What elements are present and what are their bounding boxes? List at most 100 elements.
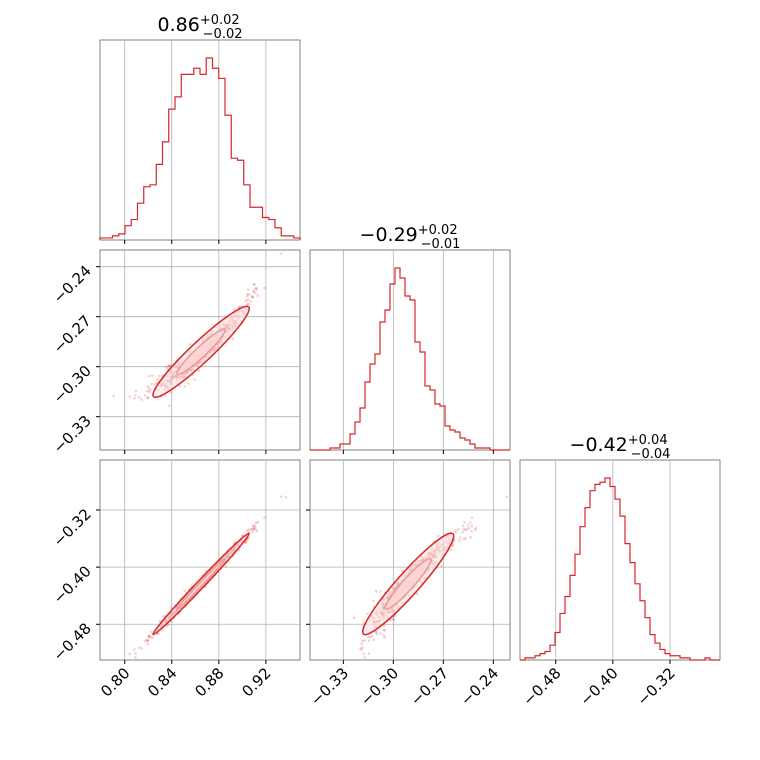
sample-point	[168, 364, 171, 368]
sample-point	[246, 288, 250, 291]
sample-point	[367, 639, 371, 643]
sample-point	[279, 252, 283, 255]
sample-point	[144, 394, 147, 397]
sample-point	[224, 565, 227, 568]
sample-point	[361, 639, 364, 643]
sample-point	[263, 516, 266, 519]
tick-label-x: −0.33	[307, 664, 352, 709]
tick-label-y: −0.32	[50, 505, 95, 550]
contour-level	[152, 532, 251, 636]
sample-point	[253, 526, 256, 530]
sample-point	[162, 615, 165, 618]
contour-level	[361, 532, 455, 636]
sample-point	[168, 404, 171, 408]
tick-label-x: 0.92	[238, 664, 274, 700]
title-minus: −0.01	[421, 237, 461, 252]
sample-point	[449, 548, 453, 551]
sample-point	[469, 521, 472, 525]
title-median: 0.86	[158, 14, 200, 36]
sample-point	[161, 628, 164, 632]
sample-point	[462, 528, 466, 531]
sample-point	[379, 632, 382, 635]
tick-label-x: −0.48	[519, 664, 564, 709]
sample-point	[128, 652, 131, 656]
sample-point	[363, 656, 367, 659]
sample-point	[193, 378, 196, 381]
sample-point	[470, 516, 474, 519]
sample-point	[137, 646, 141, 649]
sample-point	[246, 294, 249, 298]
sample-point	[461, 530, 465, 534]
sample-point	[457, 528, 460, 531]
panel-2d-2-1: −0.33 −0.30 −0.27 −0.24	[306, 459, 511, 709]
tick-label-y: −0.33	[50, 412, 95, 457]
sample-point	[134, 652, 138, 655]
tick-label-x: −0.24	[457, 664, 502, 709]
sample-point	[246, 298, 250, 302]
sample-point	[134, 389, 138, 393]
sample-point	[147, 634, 151, 638]
sample-point	[254, 286, 257, 290]
sample-point	[467, 526, 471, 530]
sample-point	[436, 534, 440, 537]
title-param-0: 0.86+0.02 −0.02	[158, 13, 243, 42]
sample-point	[474, 526, 478, 530]
sample-point	[392, 618, 396, 621]
sample-point	[233, 308, 236, 311]
panel-2d-2-0: 0.80 0.84 0.88 0.92 −0.48 −0.40 −0.32	[50, 459, 301, 700]
tick-label-x: 0.88	[191, 664, 227, 700]
sample-point	[252, 524, 256, 527]
sample-points	[112, 252, 283, 408]
sample-point	[247, 293, 251, 296]
sample-point	[166, 367, 170, 370]
sample-point	[251, 296, 254, 299]
sample-point	[461, 524, 465, 528]
title-median: −0.42	[570, 434, 628, 456]
sample-point	[252, 283, 256, 287]
sample-point	[247, 302, 250, 306]
panel-frame	[99, 249, 301, 451]
sample-point	[147, 390, 151, 394]
sample-point	[360, 648, 364, 651]
sample-point	[140, 647, 144, 650]
sample-point	[505, 495, 508, 499]
sample-point	[146, 384, 149, 388]
title-param-1: −0.29+0.02 −0.01	[360, 223, 461, 252]
sample-point	[366, 635, 370, 639]
sample-point	[158, 620, 161, 623]
sample-point	[279, 495, 283, 499]
histogram-series	[310, 267, 510, 451]
sample-point	[133, 648, 136, 651]
sample-point	[463, 520, 466, 524]
histogram-series	[99, 57, 301, 240]
panel-frame	[519, 459, 721, 661]
sample-point	[183, 589, 186, 592]
tick-label-x: −0.30	[357, 664, 402, 709]
sample-point	[263, 286, 266, 290]
sample-point	[178, 384, 182, 388]
sample-point	[401, 569, 404, 573]
panel-hist-2: −0.48 −0.40 −0.32 −0.42+0.04 −0.04	[519, 433, 721, 709]
sample-point	[151, 636, 154, 639]
tick-label-x: 0.80	[97, 664, 133, 700]
sample-point	[144, 639, 147, 642]
sample-point	[254, 528, 257, 531]
sample-point	[254, 524, 257, 528]
sample-point	[146, 396, 150, 400]
sample-point	[254, 288, 258, 291]
sample-point	[134, 394, 137, 397]
sample-point	[462, 538, 466, 541]
sample-point	[156, 378, 160, 381]
sample-point	[252, 289, 255, 293]
sample-point	[382, 628, 386, 632]
sample-point	[188, 343, 192, 346]
title-plus: +0.02	[418, 223, 458, 238]
sample-point	[251, 294, 254, 298]
sample-point	[255, 529, 259, 533]
sample-point	[459, 536, 462, 539]
tick-label-y: −0.27	[50, 312, 95, 357]
title-plus: +0.02	[200, 13, 240, 28]
sample-point	[137, 396, 141, 400]
sample-point	[150, 630, 154, 634]
sample-point	[465, 528, 469, 531]
